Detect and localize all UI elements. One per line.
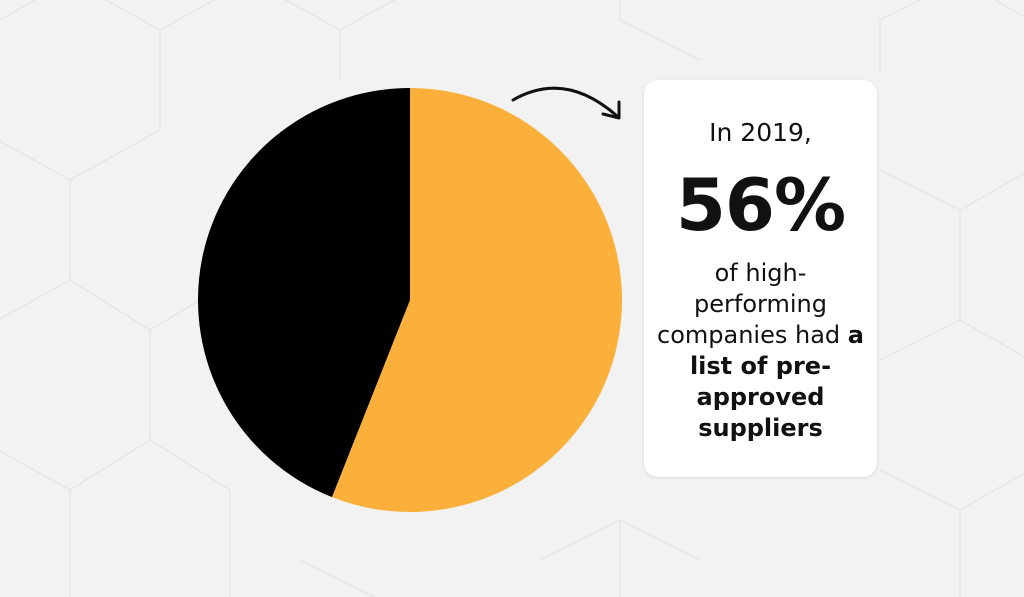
callout-description-text: of high-performing companies had: [657, 259, 841, 349]
callout-description-emphasis: a list of pre-approved suppliers: [689, 321, 864, 442]
pie-slice-0: [331, 88, 623, 512]
pie-chart: [198, 88, 623, 512]
stat-callout-card: In 2019, 56% of high-performing companie…: [644, 80, 877, 477]
pie-slices: [198, 88, 623, 512]
callout-description: of high-performing companies had a list …: [654, 258, 867, 444]
callout-intro: In 2019,: [709, 118, 812, 147]
curved-arrow-icon: [511, 86, 621, 120]
pie-slice-1: [198, 88, 410, 498]
callout-percentage: 56%: [675, 163, 846, 247]
